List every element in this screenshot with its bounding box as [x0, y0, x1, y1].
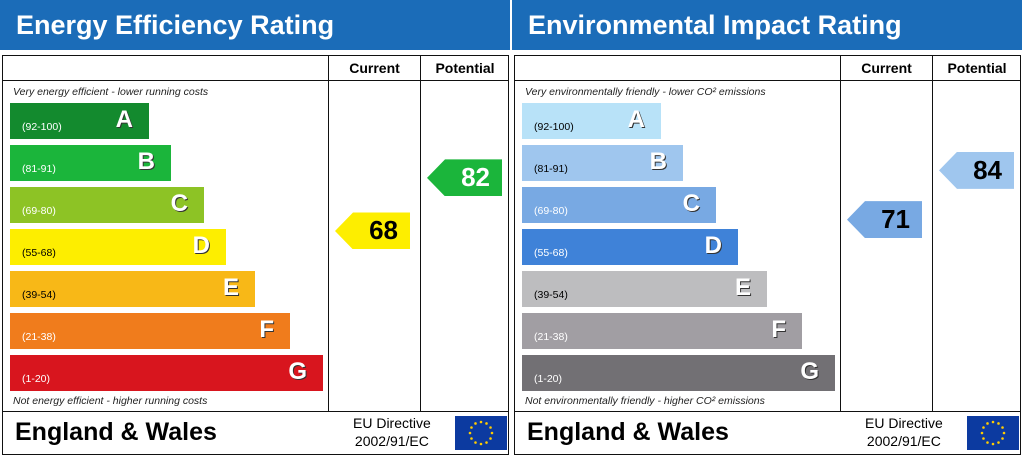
band-letter: F [259, 316, 274, 343]
divider [840, 56, 841, 411]
band-letter: B [137, 148, 155, 175]
current-column-header: Current [861, 60, 912, 76]
eu-directive: EU Directive 2002/91/EC [865, 414, 943, 450]
eu-flag-icon [455, 416, 507, 450]
band-range: (39-54) [22, 289, 56, 301]
band-letter: D [192, 232, 210, 259]
band-f: (21-38) F [10, 313, 290, 349]
band-range: (55-68) [534, 247, 568, 259]
band-letter: G [800, 358, 819, 385]
band-a: (92-100) A [522, 103, 661, 139]
current-rating-arrow: 71 [847, 201, 922, 239]
band-e: (39-54) E [522, 271, 767, 307]
rating-table: Current Potential Very energy efficient … [2, 55, 509, 455]
band-range: (21-38) [534, 331, 568, 343]
divider [420, 56, 421, 411]
divider [328, 56, 329, 411]
band-b: (81-91) B [522, 145, 683, 181]
eu-directive-line2: 2002/91/EC [866, 433, 941, 449]
current-column-header: Current [349, 60, 400, 76]
divider [932, 56, 933, 411]
band-a: (92-100) A [10, 103, 149, 139]
band-e: (39-54) E [10, 271, 255, 307]
band-range: (81-91) [534, 163, 568, 175]
band-g: (1-20) G [10, 355, 323, 391]
energy-efficiency-panel: Energy Efficiency Rating Current Potenti… [0, 0, 510, 455]
divider [3, 411, 508, 412]
panel-title: Energy Efficiency Rating [0, 0, 510, 50]
band-range: (1-20) [534, 373, 563, 385]
band-range: (69-80) [534, 205, 568, 217]
band-letter: C [170, 190, 188, 217]
eu-flag-icon [967, 416, 1019, 450]
divider [3, 80, 508, 81]
eu-directive: EU Directive 2002/91/EC [353, 414, 431, 450]
top-description: Very environmentally friendly - lower CO… [525, 86, 766, 98]
band-b: (81-91) B [10, 145, 171, 181]
eu-directive-line1: EU Directive [353, 415, 431, 431]
potential-column-header: Potential [435, 60, 495, 76]
band-range: (21-38) [22, 331, 56, 343]
environmental-impact-panel: Environmental Impact Rating Current Pote… [512, 0, 1024, 457]
region-label: England & Wales [527, 418, 729, 446]
band-letter: E [222, 274, 239, 301]
potential-rating-arrow: 82 [427, 159, 502, 197]
current-rating-arrow: 68 [335, 212, 410, 250]
divider [515, 80, 1020, 81]
band-g: (1-20) G [522, 355, 835, 391]
rating-table: Current Potential Very environmentally f… [514, 55, 1021, 455]
band-letter: F [771, 316, 786, 343]
band-d: (55-68) D [10, 229, 226, 265]
band-range: (39-54) [534, 289, 568, 301]
band-c: (69-80) C [522, 187, 716, 223]
region-label: England & Wales [15, 418, 217, 446]
top-description: Very energy efficient - lower running co… [13, 86, 209, 98]
eu-directive-line2: 2002/91/EC [354, 433, 429, 449]
band-c: (69-80) C [10, 187, 204, 223]
band-range: (69-80) [22, 205, 56, 217]
band-letter: G [288, 358, 307, 385]
potential-rating-arrow: 84 [939, 151, 1014, 189]
divider [515, 411, 1020, 412]
bottom-description: Not environmentally friendly - higher CO… [525, 395, 765, 407]
band-range: (1-20) [22, 373, 51, 385]
bottom-description: Not energy efficient - higher running co… [13, 395, 208, 407]
band-range: (92-100) [22, 121, 62, 133]
panel-title: Environmental Impact Rating [512, 0, 1022, 50]
band-letter: A [627, 106, 645, 133]
band-range: (81-91) [22, 163, 56, 175]
band-d: (55-68) D [522, 229, 738, 265]
band-letter: C [682, 190, 700, 217]
band-range: (55-68) [22, 247, 56, 259]
band-letter: B [649, 148, 667, 175]
potential-column-header: Potential [947, 60, 1007, 76]
band-letter: A [115, 106, 133, 133]
eu-directive-line1: EU Directive [865, 415, 943, 431]
band-letter: E [734, 274, 751, 301]
band-range: (92-100) [534, 121, 574, 133]
band-f: (21-38) F [522, 313, 802, 349]
band-letter: D [704, 232, 722, 259]
